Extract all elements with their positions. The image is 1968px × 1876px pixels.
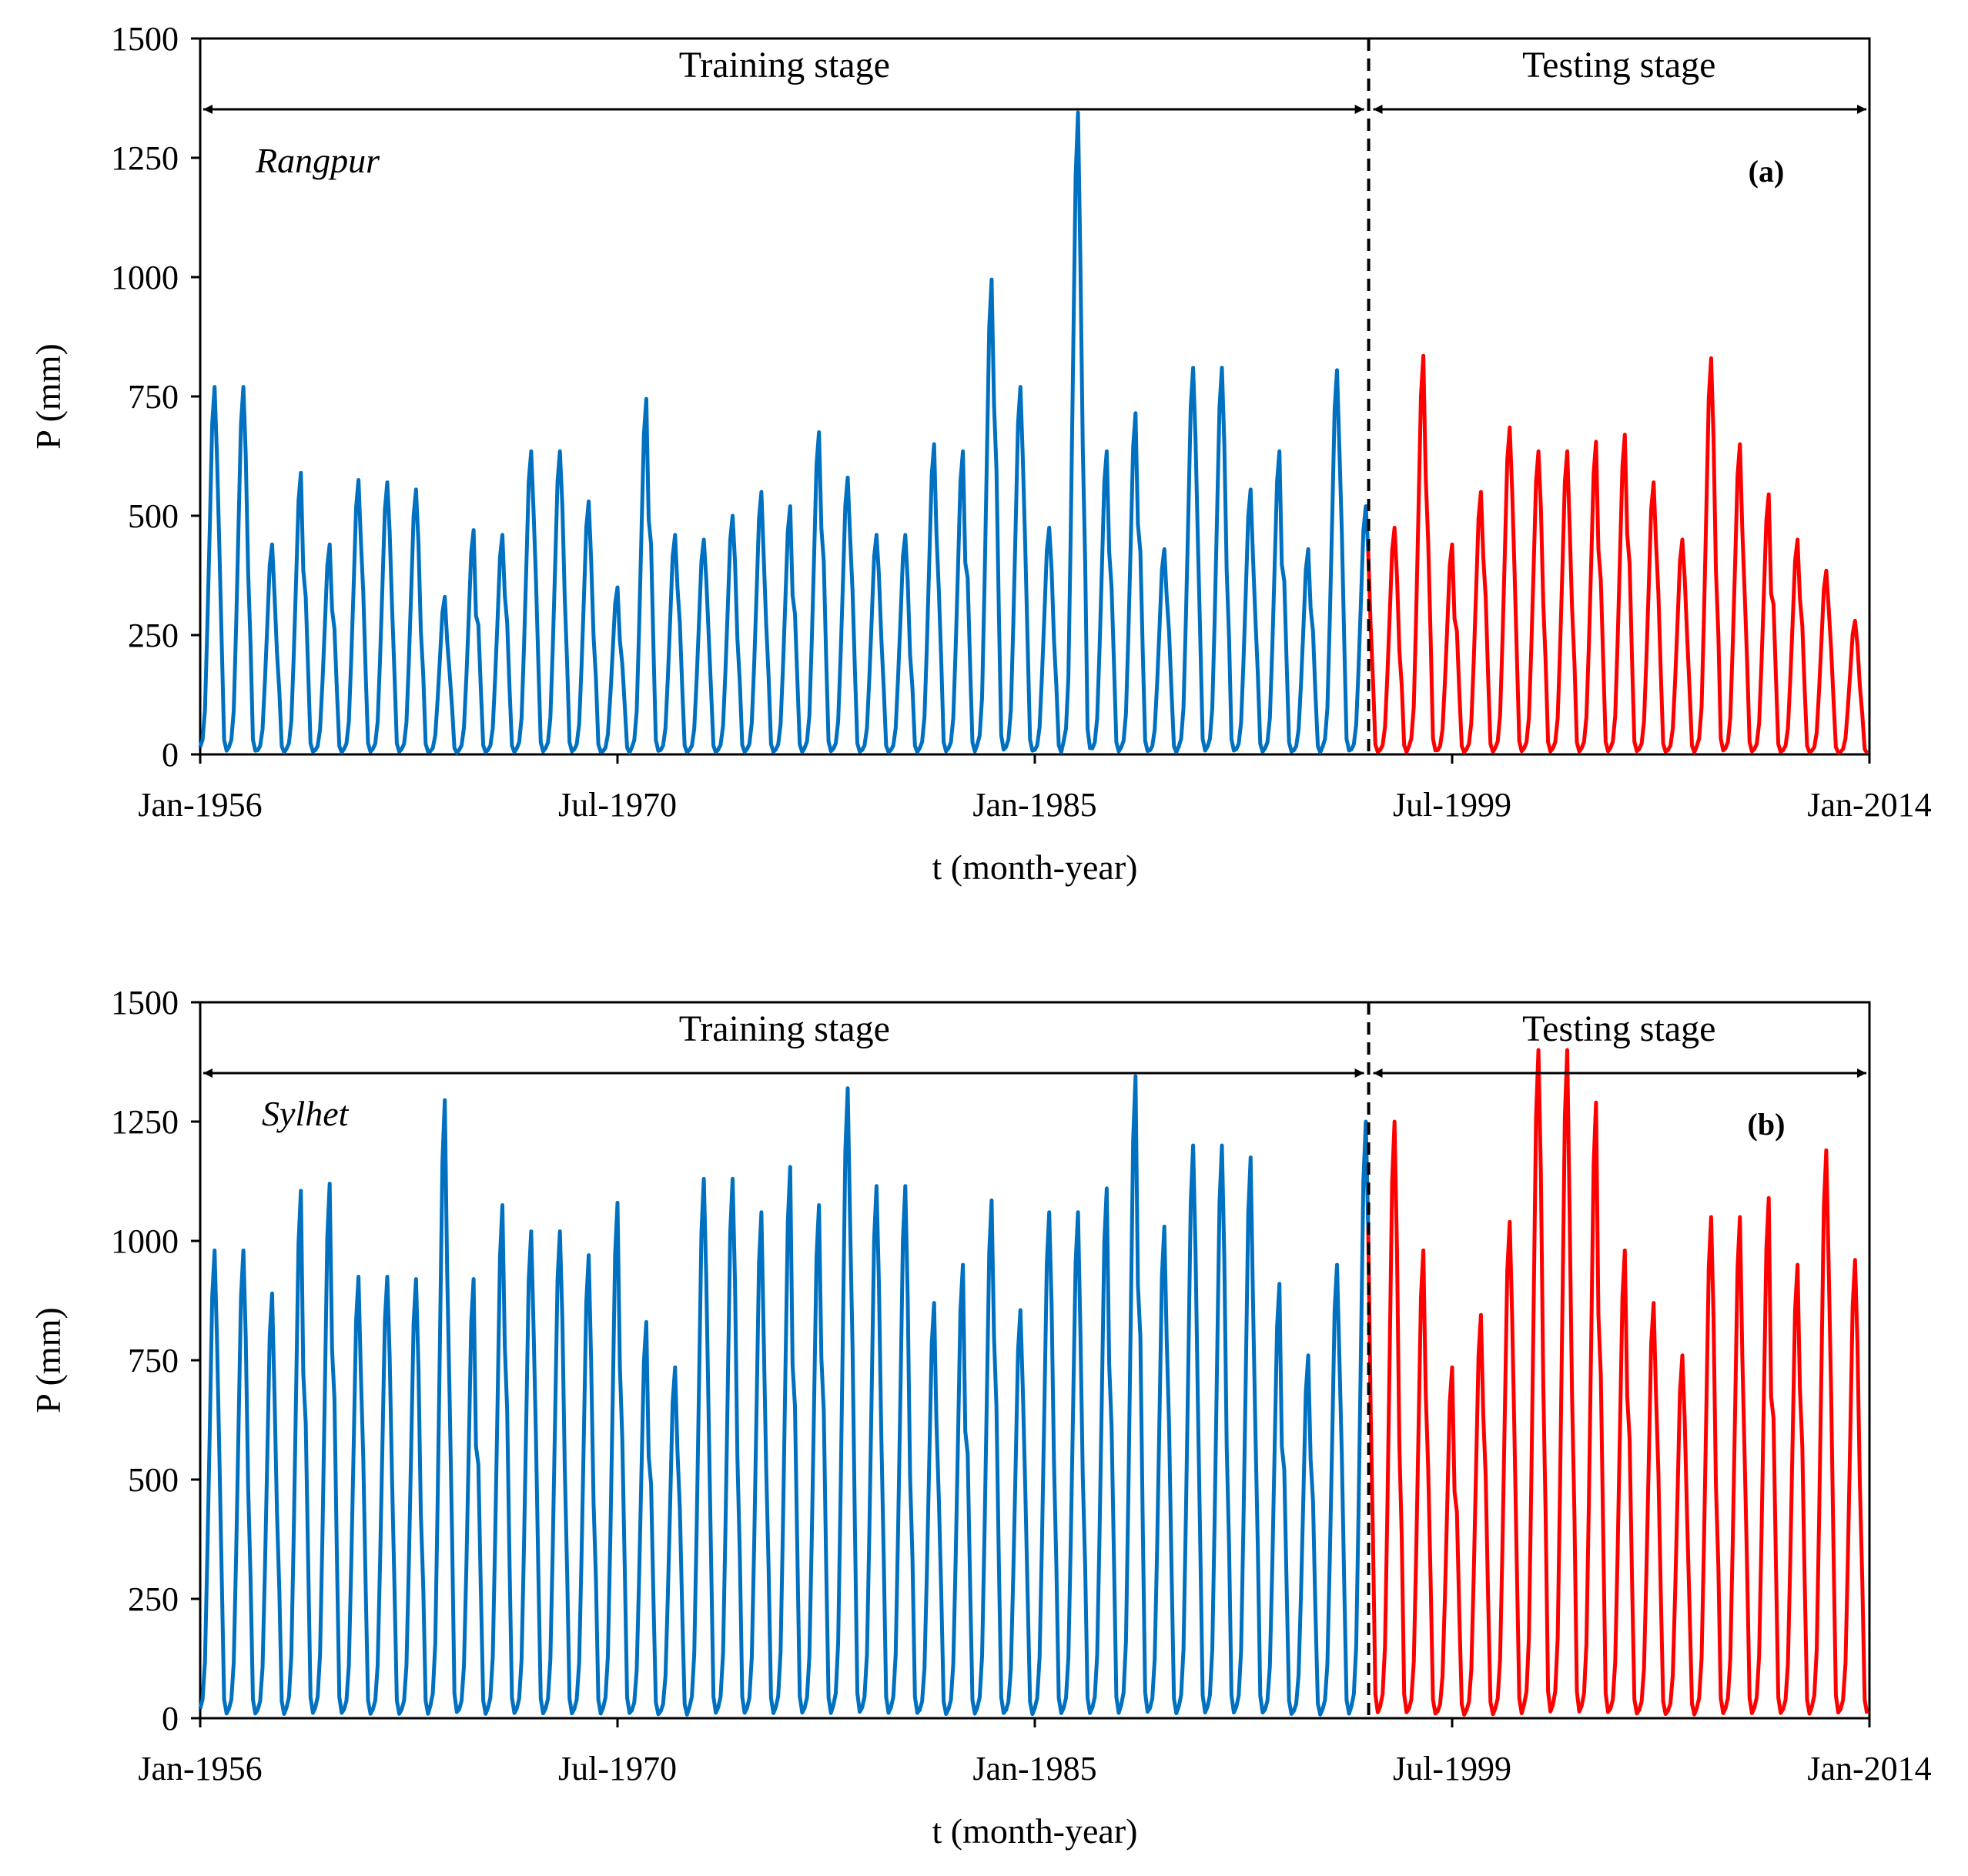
panel-label: (a)	[1749, 154, 1785, 189]
panel-label: (b)	[1748, 1107, 1786, 1142]
y-tick-label: 1500	[111, 20, 179, 58]
y-tick-label: 1000	[111, 1222, 179, 1260]
x-tick-label: Jan-2014	[1807, 786, 1931, 824]
x-axis-ticks: Jan-1956 Jul-1970 Jan-1985 Jul-1999 Jan-2014	[138, 754, 1932, 824]
y-tick-label: 1250	[111, 1103, 179, 1141]
y-tick-label: 250	[128, 1580, 179, 1618]
station-name: Sylhet	[262, 1094, 350, 1133]
x-tick-label: Jul-1999	[1393, 786, 1511, 824]
x-tick-label: Jan-2014	[1807, 1750, 1931, 1787]
x-tick-label: Jul-1970	[558, 786, 677, 824]
training-stage-label: Training stage	[679, 1008, 890, 1049]
y-axis-label: P (mm)	[28, 343, 68, 450]
testing-series-line	[1366, 1048, 1869, 1717]
x-tick-label: Jan-1985	[972, 786, 1096, 824]
x-axis-label: t (month-year)	[932, 848, 1138, 887]
training-series-line	[198, 110, 1371, 755]
x-tick-label: Jan-1956	[138, 786, 262, 824]
station-name: Rangpur	[255, 141, 380, 180]
y-tick-label: 750	[128, 378, 179, 416]
x-tick-label: Jan-1985	[972, 1750, 1096, 1787]
x-axis-ticks: Jan-1956 Jul-1970 Jan-1985 Jul-1999 Jan-2014	[138, 1718, 1932, 1787]
x-tick-label: Jul-1999	[1393, 1750, 1511, 1787]
y-axis-label: P (mm)	[28, 1307, 68, 1413]
x-tick-label: Jan-1956	[138, 1750, 262, 1787]
testing-stage-label: Testing stage	[1522, 1008, 1715, 1049]
x-tick-label: Jul-1970	[558, 1750, 677, 1787]
y-axis-ticks: 0 250 500 750 1000 1250 1500	[111, 984, 200, 1737]
x-axis-label: t (month-year)	[932, 1811, 1138, 1851]
y-tick-label: 1000	[111, 259, 179, 296]
y-axis-ticks: 0 250 500 750 1000 1250 1500	[111, 20, 200, 774]
y-tick-label: 0	[162, 736, 179, 774]
y-tick-label: 0	[162, 1700, 179, 1737]
y-tick-label: 250	[128, 617, 179, 654]
testing-stage-label: Testing stage	[1522, 45, 1715, 85]
y-tick-label: 500	[128, 1461, 179, 1499]
y-tick-label: 1250	[111, 139, 179, 177]
training-series-line	[198, 1074, 1371, 1717]
y-tick-label: 500	[128, 497, 179, 535]
training-stage-label: Training stage	[679, 45, 890, 85]
y-tick-label: 750	[128, 1342, 179, 1379]
y-tick-label: 1500	[111, 984, 179, 1022]
testing-series-line	[1366, 353, 1869, 755]
